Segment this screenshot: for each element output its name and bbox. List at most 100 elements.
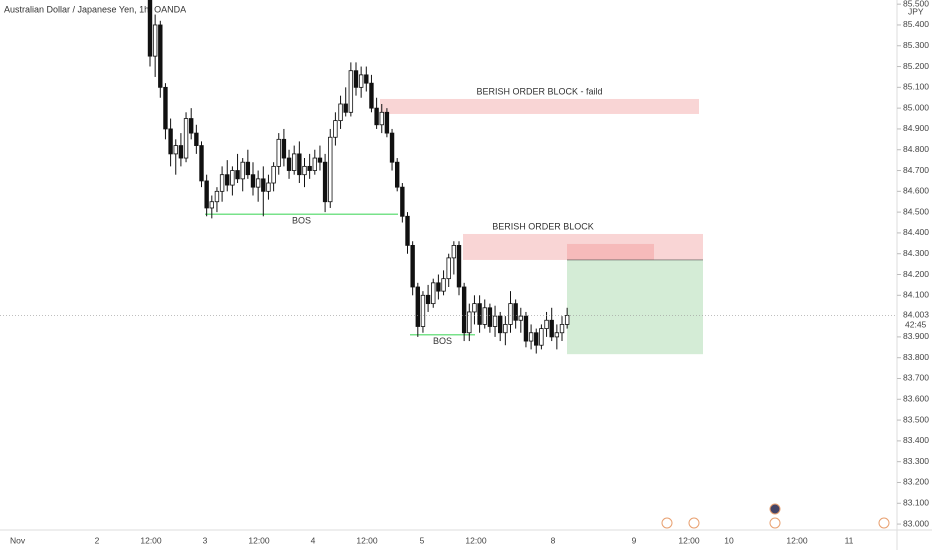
candle-body xyxy=(188,118,194,134)
candle-body xyxy=(369,82,374,109)
candle-body xyxy=(497,315,503,334)
candle-body xyxy=(194,132,199,146)
candle-body xyxy=(446,257,451,280)
x-tick-label: 10 xyxy=(724,535,734,545)
y-tick-label: 83.300 xyxy=(903,456,929,466)
candle-body xyxy=(528,332,534,342)
candle-body xyxy=(199,145,204,182)
candle-body xyxy=(235,170,240,180)
candle-body xyxy=(492,315,498,327)
candle-body xyxy=(219,174,225,192)
y-tick-label: 85.300 xyxy=(903,40,929,50)
y-tick-label: 83.000 xyxy=(903,518,929,528)
candle-body xyxy=(358,74,364,88)
y-tick-label: 83.500 xyxy=(903,414,929,424)
candle-body xyxy=(415,286,420,327)
y-tick-label: 83.900 xyxy=(903,331,929,341)
candle-body xyxy=(240,161,245,180)
candle-body xyxy=(271,165,276,184)
y-tick-label: 84.100 xyxy=(903,290,929,300)
candle-body xyxy=(374,107,379,126)
x-tick-label: 9 xyxy=(632,535,637,545)
y-tick-label: 85.200 xyxy=(903,61,929,71)
x-tick-label: 8 xyxy=(551,535,556,545)
event-icon xyxy=(769,517,781,529)
zone-label: BERISH ORDER BLOCK xyxy=(492,221,594,231)
candle-body xyxy=(276,138,281,167)
y-tick-label: 83.400 xyxy=(903,435,929,445)
candle-body xyxy=(338,103,343,122)
candle-body xyxy=(384,111,390,134)
x-tick-label: 11 xyxy=(845,535,854,545)
y-tick-label: 84.800 xyxy=(903,144,929,154)
countdown-label: 42:45 xyxy=(905,320,927,330)
candle-body xyxy=(255,178,261,188)
event-icon xyxy=(878,517,890,529)
candle-body xyxy=(436,282,441,292)
y-tick-label: 84.200 xyxy=(903,269,929,279)
y-tick-label: 83.200 xyxy=(903,477,929,487)
y-tick-label: 83.700 xyxy=(903,373,929,383)
y-tick-label: 85.100 xyxy=(903,82,929,92)
candle-body xyxy=(245,161,251,176)
candle-body xyxy=(266,182,271,192)
candle-body xyxy=(405,215,410,246)
candle-body xyxy=(312,157,317,171)
candle-body xyxy=(328,136,333,203)
candle-body xyxy=(456,244,462,288)
x-tick-label: 12:00 xyxy=(786,535,808,545)
candle-body xyxy=(461,286,467,334)
candle-body xyxy=(178,145,184,159)
bos-label: BOS xyxy=(292,216,311,226)
x-tick-label: 12:00 xyxy=(248,535,270,545)
candle-body xyxy=(425,294,431,305)
x-tick-label: 3 xyxy=(203,535,208,545)
candle-body xyxy=(163,86,168,130)
candle-body xyxy=(379,111,384,126)
y-tick-label: 83.800 xyxy=(903,352,929,362)
candle-body xyxy=(420,294,426,327)
candle-body xyxy=(539,328,544,346)
candle-body xyxy=(225,174,230,186)
y-tick-label: 83.600 xyxy=(903,394,929,404)
candle-body xyxy=(343,103,348,113)
candle-body xyxy=(147,0,153,57)
candle-body xyxy=(467,311,472,334)
candle-body xyxy=(230,170,235,186)
order-block xyxy=(567,259,703,355)
candle-body xyxy=(214,190,220,203)
candle-body xyxy=(487,307,493,327)
candle-body xyxy=(508,303,513,325)
currency-label: JPY xyxy=(908,6,924,16)
x-tick-label: 12:00 xyxy=(465,535,487,545)
event-icon xyxy=(661,517,673,529)
y-tick-label: 84.500 xyxy=(903,206,929,216)
candle-body xyxy=(559,324,565,334)
y-tick-label: 83.100 xyxy=(903,498,929,508)
y-tick-label: 84.300 xyxy=(903,248,929,258)
candle-body xyxy=(503,324,508,334)
candle-body xyxy=(209,201,214,209)
candle-body xyxy=(173,145,178,155)
candle-body xyxy=(534,332,539,346)
x-tick-label: Nov xyxy=(10,535,26,545)
candle-body xyxy=(168,128,173,155)
candle-body xyxy=(348,70,354,113)
candle-body xyxy=(410,244,415,288)
candle-body xyxy=(523,315,529,342)
candle-body xyxy=(286,157,292,171)
y-tick-label: 84.600 xyxy=(903,186,929,196)
y-tick-label: 85.500 xyxy=(903,0,929,8)
candle-body xyxy=(250,174,256,188)
candle-body xyxy=(333,120,338,138)
x-tick-label: 2 xyxy=(95,535,100,545)
candle-body xyxy=(364,74,369,84)
y-tick-label: 84.900 xyxy=(903,123,929,133)
y-tick-label: 85.400 xyxy=(903,19,929,29)
candle-body xyxy=(389,132,395,163)
candle-body xyxy=(441,278,446,292)
order-block xyxy=(380,98,699,114)
candle-body xyxy=(261,178,266,192)
candle-body xyxy=(158,24,163,88)
